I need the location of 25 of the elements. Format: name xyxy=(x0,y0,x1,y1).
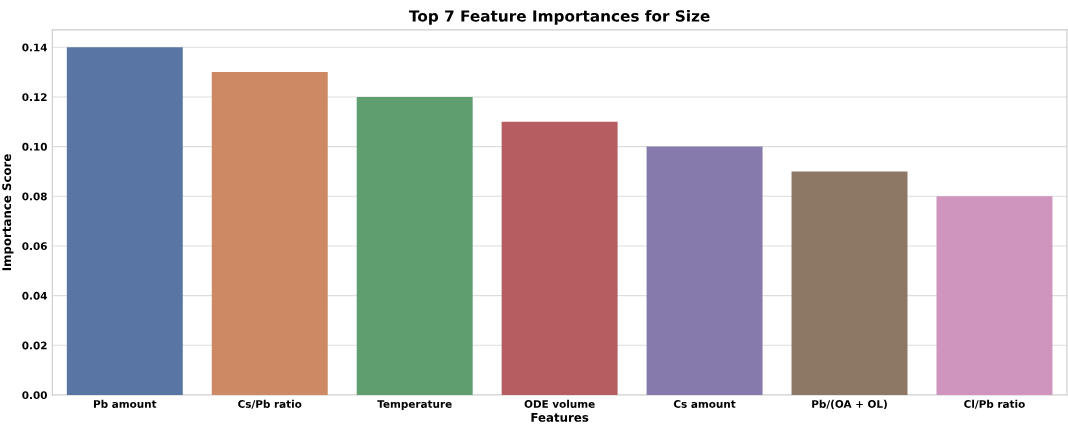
bar xyxy=(356,96,473,395)
y-tick-label: 0.04 xyxy=(22,291,47,300)
y-tick-label: 0.00 xyxy=(22,391,47,400)
chart-title: Top 7 Feature Importances for Size xyxy=(409,9,710,25)
x-tick-label: ODE volume xyxy=(524,399,595,408)
x-tick-label: Pb/(OA + OL) xyxy=(812,399,887,410)
y-tick-label: 0.06 xyxy=(22,242,47,251)
bar xyxy=(501,121,618,395)
bar xyxy=(211,72,328,395)
bar xyxy=(66,47,183,395)
y-axis-title: Importance Score xyxy=(2,154,14,271)
y-tick-label: 0.12 xyxy=(22,93,47,102)
x-axis-title: Features xyxy=(531,413,589,422)
y-tick-label: 0.10 xyxy=(22,142,47,151)
y-tick-label: 0.02 xyxy=(22,341,47,350)
bar xyxy=(791,171,908,395)
x-tick-label: Pb amount xyxy=(93,399,157,408)
y-tick-label: 0.08 xyxy=(22,192,47,201)
bar xyxy=(646,146,763,395)
y-tick-label: 0.14 xyxy=(22,43,47,52)
x-tick-label: Cs/Pb ratio xyxy=(238,399,302,409)
x-tick-label: Temperature xyxy=(377,400,452,410)
x-tick-label: Cl/Pb ratio xyxy=(964,399,1025,409)
bar xyxy=(936,196,1053,395)
x-tick-label: Cs amount xyxy=(673,400,736,408)
